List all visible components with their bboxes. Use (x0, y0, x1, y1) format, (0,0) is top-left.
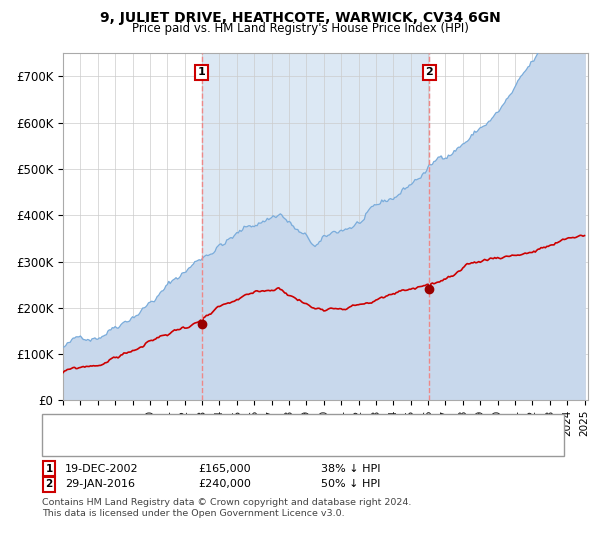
Text: 9, JULIET DRIVE, HEATHCOTE, WARWICK, CV34 6GN: 9, JULIET DRIVE, HEATHCOTE, WARWICK, CV3… (100, 11, 500, 25)
Text: HPI: Average price, detached house, Warwick: HPI: Average price, detached house, Warw… (92, 440, 340, 450)
Text: 19-DEC-2002: 19-DEC-2002 (65, 464, 139, 474)
Text: 2: 2 (425, 67, 433, 77)
Text: £240,000: £240,000 (198, 479, 251, 489)
Text: 9, JULIET DRIVE, HEATHCOTE, WARWICK, CV34 6GN (detached house): 9, JULIET DRIVE, HEATHCOTE, WARWICK, CV3… (92, 421, 473, 431)
Bar (202, 53, 430, 400)
Text: 2: 2 (46, 479, 53, 489)
Text: 38% ↓ HPI: 38% ↓ HPI (321, 464, 380, 474)
Text: 29-JAN-2016: 29-JAN-2016 (65, 479, 135, 489)
Text: 1: 1 (46, 464, 53, 474)
Text: 50% ↓ HPI: 50% ↓ HPI (321, 479, 380, 489)
Text: £165,000: £165,000 (198, 464, 251, 474)
Text: Price paid vs. HM Land Registry's House Price Index (HPI): Price paid vs. HM Land Registry's House … (131, 22, 469, 35)
Text: Contains HM Land Registry data © Crown copyright and database right 2024.
This d: Contains HM Land Registry data © Crown c… (42, 498, 412, 518)
Text: 1: 1 (197, 67, 205, 77)
